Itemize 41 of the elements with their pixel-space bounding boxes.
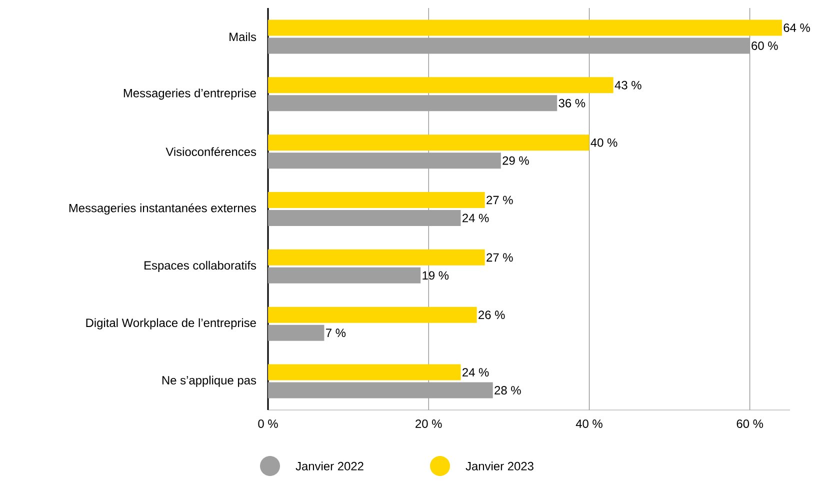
legend-label: Janvier 2023 (466, 462, 534, 470)
y-tick-label: Ne s’applique pas (162, 376, 256, 387)
legend-label: Janvier 2022 (296, 462, 364, 470)
bar (268, 210, 461, 226)
bar (268, 324, 324, 341)
bar (268, 382, 493, 398)
data-label: 19 % (422, 271, 449, 280)
bar (268, 38, 750, 54)
data-label: 7 % (326, 328, 346, 338)
bar (268, 95, 558, 112)
x-tick-label: 20 % (416, 420, 442, 428)
data-label: 43 % (614, 80, 642, 90)
x-tick-label: 60 % (736, 420, 764, 428)
y-tick-label: Messageries instantanées externes (69, 203, 256, 215)
data-label: 40 % (590, 138, 618, 147)
data-label: 24 % (462, 214, 489, 222)
bar (268, 267, 421, 284)
bar (268, 152, 501, 169)
data-label: 28 % (494, 386, 521, 395)
bar (268, 134, 590, 151)
bar (268, 306, 477, 323)
data-label: 26 % (478, 310, 505, 320)
bar (268, 364, 461, 380)
data-label: 29 % (502, 156, 529, 165)
bar (268, 77, 614, 94)
data-label: 64 % (784, 23, 810, 32)
bar (268, 249, 485, 266)
y-tick-label: Visioconférences (166, 147, 256, 156)
y-tick-label: Espaces collaboratifs (144, 260, 256, 272)
x-tick-label: 0 % (258, 420, 278, 428)
bar (268, 20, 782, 36)
y-tick-label: Mails (230, 32, 256, 42)
y-tick-label: Messageries d’entreprise (124, 88, 256, 100)
y-tick-label: Digital Workplace de l’entreprise (86, 318, 256, 330)
data-label: 27 % (486, 196, 513, 204)
bar (268, 192, 485, 208)
data-label: 36 % (558, 98, 586, 108)
data-label: 24 % (462, 368, 489, 376)
data-label: 60 % (752, 41, 778, 50)
data-label: 27 % (486, 253, 513, 262)
x-tick-label: 40 % (576, 420, 602, 428)
